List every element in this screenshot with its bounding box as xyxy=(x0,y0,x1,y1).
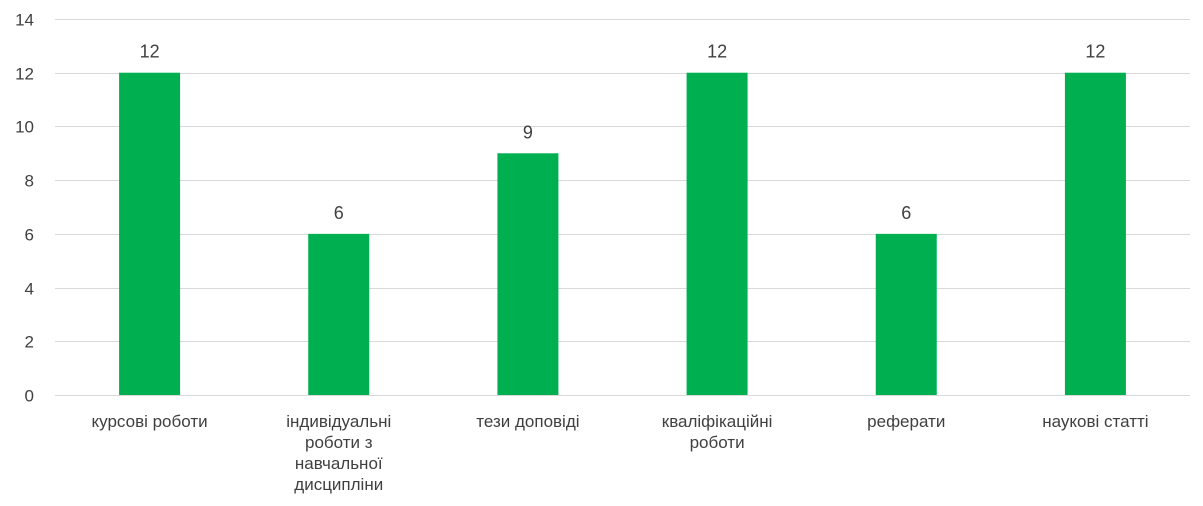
x-tick-label-line: кваліфікаційні xyxy=(662,412,773,431)
data-label: 9 xyxy=(523,122,533,142)
gridlines xyxy=(55,19,1190,396)
data-label: 6 xyxy=(334,203,344,223)
x-tick-label: кваліфікаційні роботи xyxy=(662,412,773,452)
y-tick-label: 2 xyxy=(25,333,34,352)
data-label: 12 xyxy=(1085,42,1105,62)
x-tick-label: індивідуальні роботи з навчальної дисциплін… xyxy=(286,412,391,494)
data-labels: 12 6 9 12 6 12 xyxy=(140,42,1106,223)
x-tick-label-line: роботи xyxy=(690,433,745,452)
x-tick-label-line: реферати xyxy=(867,412,945,431)
x-tick-label: реферати xyxy=(867,412,945,431)
data-label: 6 xyxy=(901,203,911,223)
y-tick-label: 10 xyxy=(15,118,34,137)
y-tick-label: 12 xyxy=(15,65,34,84)
bar xyxy=(875,233,937,395)
y-tick-label: 6 xyxy=(25,226,34,245)
y-tick-label: 0 xyxy=(25,387,34,406)
y-tick-label: 14 xyxy=(15,11,34,30)
y-tick-label: 4 xyxy=(25,280,34,299)
x-tick-label-line: тези доповіді xyxy=(476,412,579,431)
x-tick-label-line: навчальної xyxy=(295,454,383,473)
x-tick-label-line: курсові роботи xyxy=(92,412,208,431)
bar xyxy=(686,72,748,395)
bar xyxy=(1064,72,1126,395)
bar xyxy=(497,153,559,395)
x-tick-label-line: роботи з xyxy=(305,433,373,452)
x-tick-label: тези доповіді xyxy=(476,412,579,431)
bar xyxy=(119,72,181,395)
data-label: 12 xyxy=(140,42,160,62)
x-tick-label: наукові статті xyxy=(1042,412,1148,431)
data-label: 12 xyxy=(707,42,727,62)
x-tick-label: курсові роботи xyxy=(92,412,208,431)
y-tick-label: 8 xyxy=(25,172,34,191)
x-tick-label-line: індивідуальні xyxy=(286,412,391,431)
x-tick-label-line: наукові статті xyxy=(1042,412,1148,431)
bars xyxy=(119,72,1126,395)
y-axis: 0 2 4 6 8 10 12 14 xyxy=(15,11,34,406)
bar xyxy=(308,233,370,395)
x-axis: курсові роботи індивідуальні роботи з навча… xyxy=(92,412,1149,494)
x-tick-label-line: дисципліни xyxy=(294,475,383,494)
